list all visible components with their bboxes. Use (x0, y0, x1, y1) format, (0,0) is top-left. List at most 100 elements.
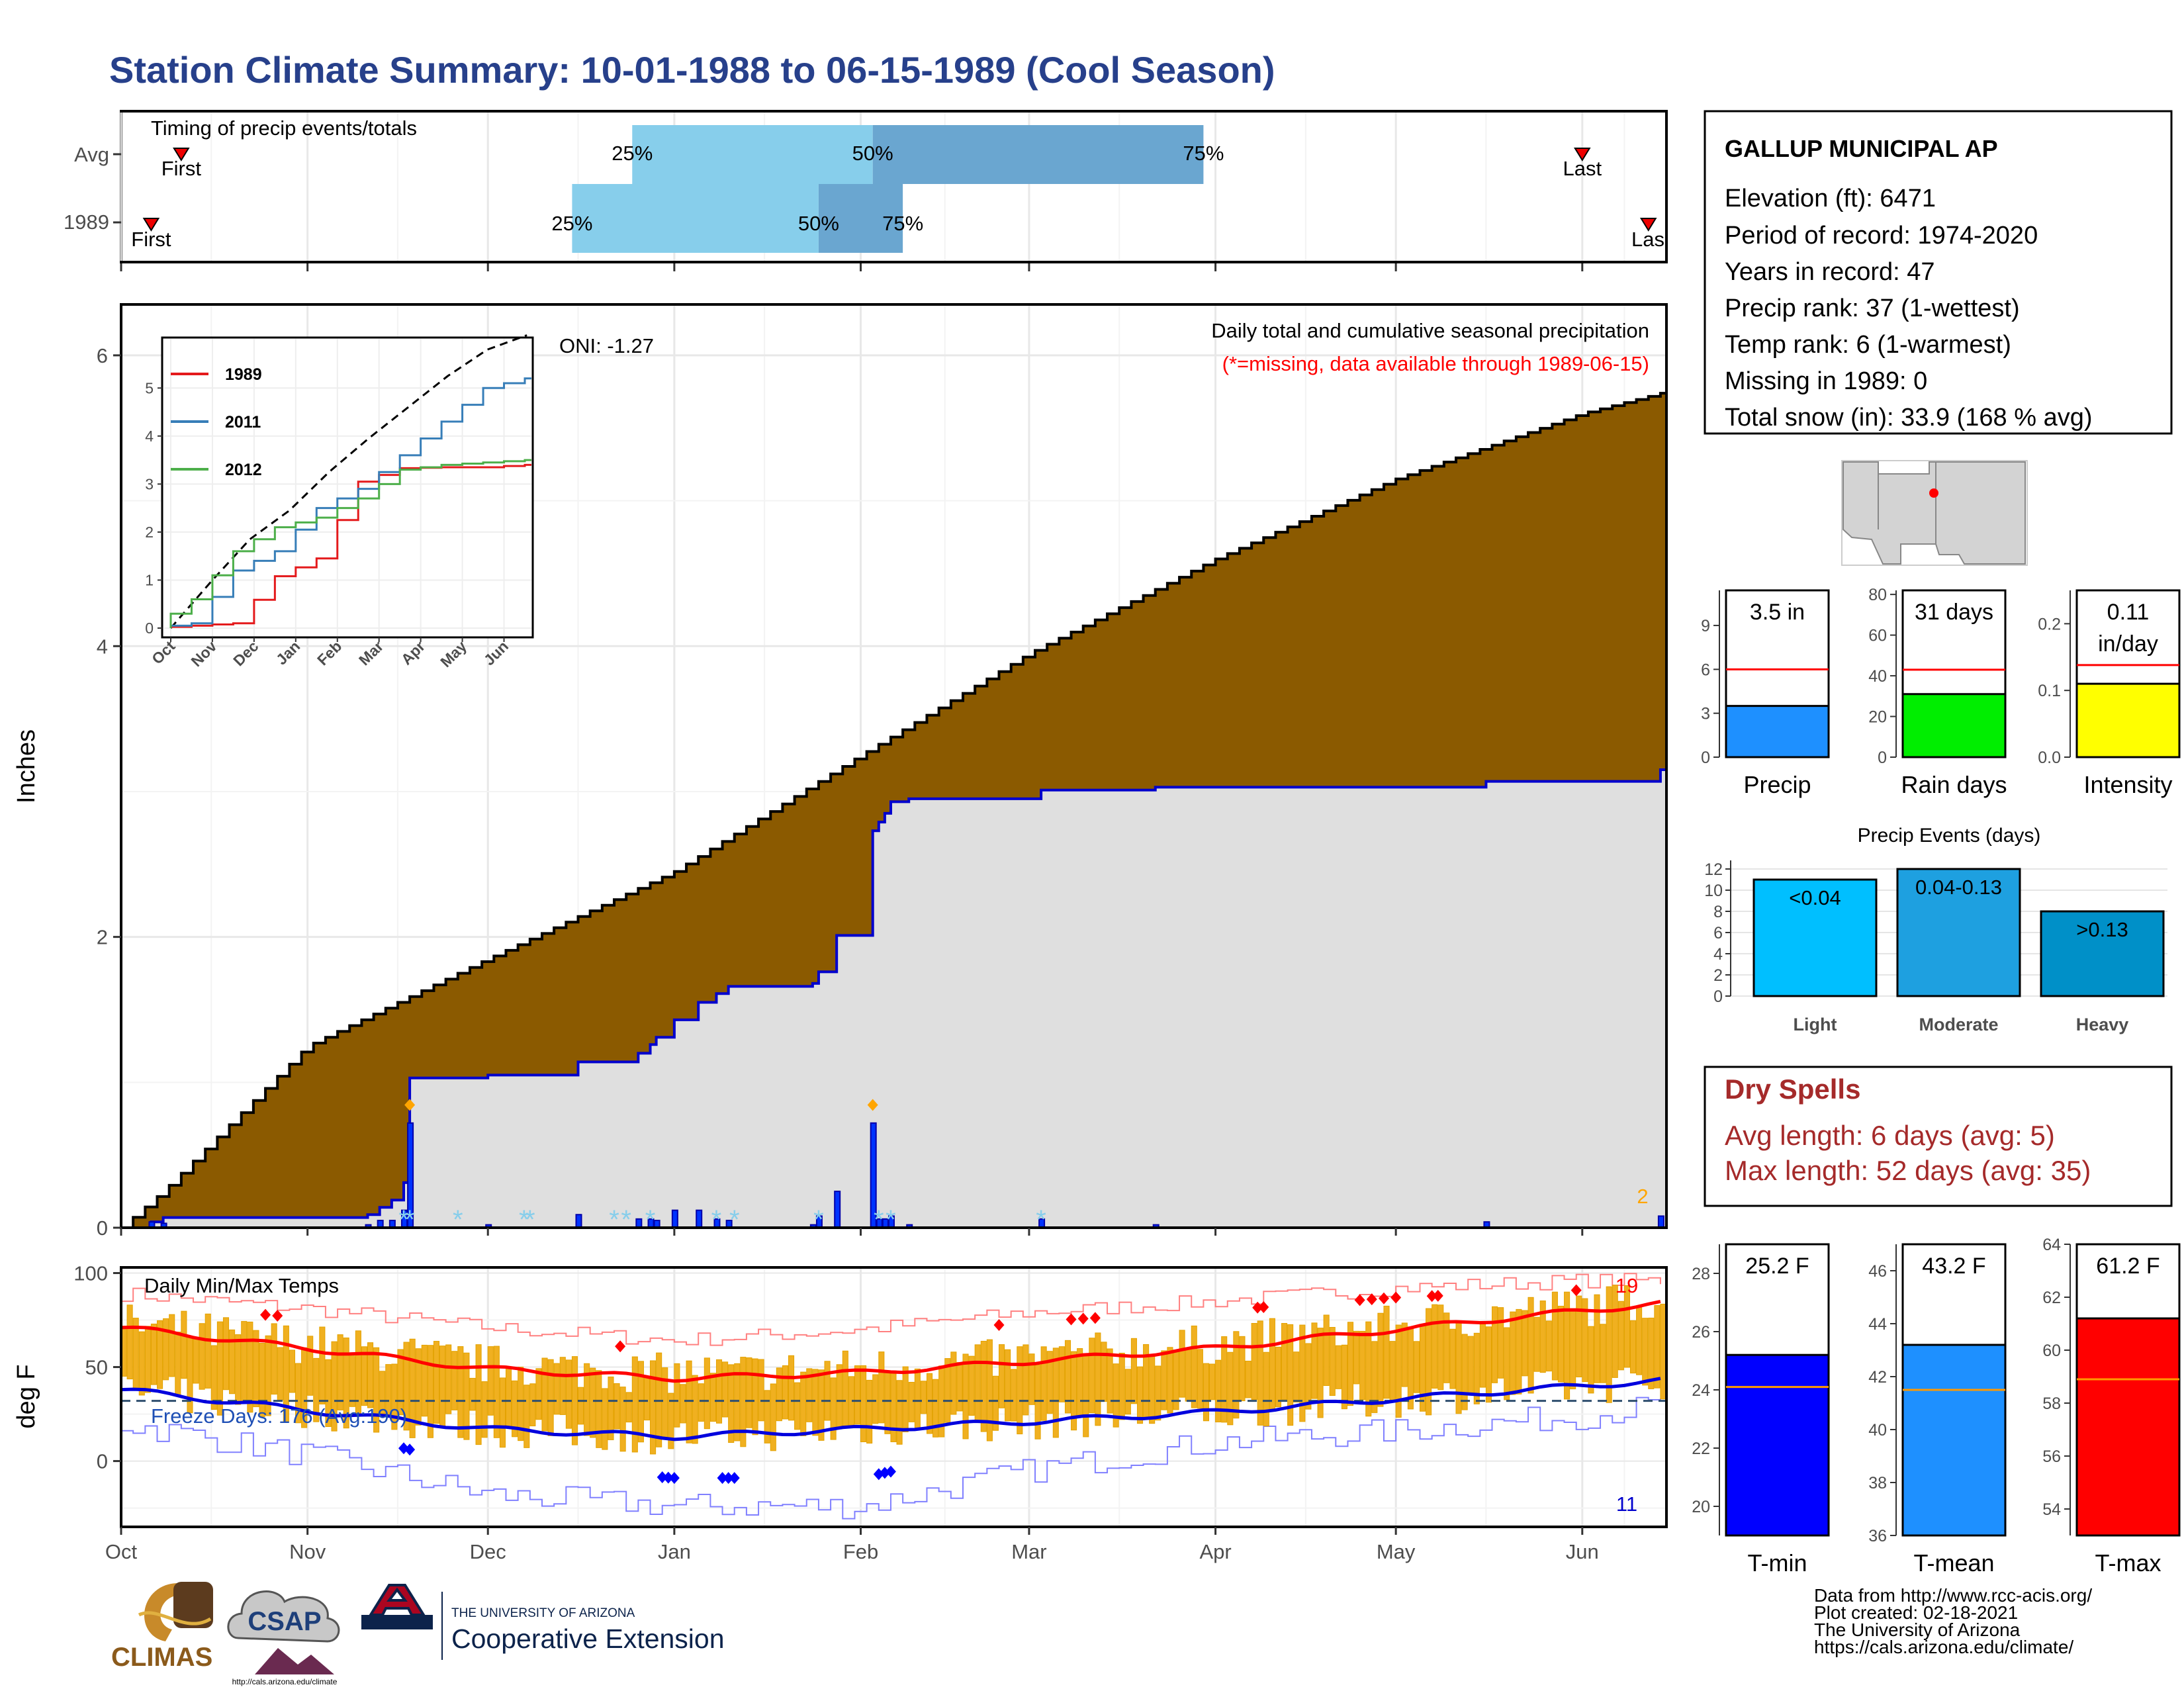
daily-temp-bar (361, 1346, 368, 1406)
daily-temp-bar (175, 1332, 181, 1396)
inset-y-tick-label: 0 (145, 619, 154, 637)
daily-temp-bar (493, 1346, 500, 1438)
daily-temp-bar (433, 1341, 440, 1424)
station-line-missing: Missing in 1989: 0 (1725, 367, 1927, 395)
daily-temp-bar (933, 1379, 939, 1438)
daily-temp-bar (199, 1323, 205, 1390)
daily-temp-bar (1095, 1332, 1101, 1426)
daily-temp-bar (1564, 1291, 1570, 1400)
mini-y-tick-label: 44 (1868, 1315, 1887, 1334)
mini-chart-temp-1: 36 38 40 42 44 46 43.2 F T-mean (1868, 1243, 2007, 1577)
events-x-label: Moderate (1919, 1015, 1998, 1034)
events-bar-label: >0.13 (2076, 918, 2128, 941)
daily-temp-bar (866, 1379, 873, 1444)
mini-y-tick-label: 54 (2042, 1500, 2061, 1519)
daily-temp-bar (421, 1344, 428, 1417)
record-high-marker (1570, 1284, 1582, 1297)
record-high-marker (1426, 1290, 1437, 1303)
record-high-marker (260, 1308, 271, 1321)
record-high-marker (1432, 1289, 1443, 1302)
mini-y-tick-label: 60 (2042, 1342, 2061, 1360)
record-low-marker (657, 1471, 668, 1484)
temp-y-label: deg F (13, 1364, 40, 1428)
daily-temp-bar (1533, 1316, 1540, 1372)
daily-temp-bar (728, 1364, 735, 1443)
record-low-line (121, 1396, 1661, 1520)
record-high-marker (993, 1318, 1005, 1331)
daily-temp-bar (860, 1365, 867, 1443)
ua-logo: THE UNIVERSITY OF ARIZONA Cooperative Ex… (361, 1584, 725, 1660)
daily-temp-bar (1197, 1349, 1203, 1409)
mini-chart-temp-2: 54 56 58 60 62 64 61.2 F T-max (2042, 1236, 2181, 1577)
daily-temp-bar (349, 1355, 355, 1407)
daily-temp-bar (1401, 1322, 1408, 1387)
daily-temp-bar (1539, 1301, 1546, 1373)
daily-temp-bar (1654, 1304, 1661, 1389)
daily-temp-bar (1155, 1365, 1161, 1421)
mini-label: T-max (2095, 1549, 2161, 1577)
daily-temp-bar (944, 1358, 951, 1423)
mini-y-tick-label: 28 (1692, 1265, 1710, 1283)
daily-temp-bar (1005, 1349, 1011, 1422)
daily-temp-bar (247, 1321, 253, 1413)
daily-temp-bar (343, 1337, 349, 1429)
mini-value-bar (1725, 705, 1830, 758)
precip-y-axis: 0 2 4 6 (97, 263, 1584, 1240)
daily-temp-bar (1263, 1351, 1269, 1427)
daily-temp-bar (962, 1353, 969, 1440)
timing-1989-p25-label: 25% (551, 212, 592, 235)
daily-temp-bar (1167, 1347, 1173, 1414)
daily-temp-bar (1130, 1338, 1137, 1404)
mini-y-tick-label: 0 (1701, 749, 1710, 767)
daily-temp-bar (698, 1383, 704, 1422)
daily-temp-bar (1636, 1306, 1643, 1375)
daily-temp-bar (1071, 1351, 1077, 1431)
mini-chart-temp-0: 20 22 24 26 28 25.2 F T-min (1692, 1243, 1830, 1577)
daily-temp-bar (367, 1342, 374, 1408)
mini-value-label: 3.5 in (1750, 600, 1805, 625)
daily-temp-bar (722, 1361, 729, 1418)
record-low-marker (717, 1472, 728, 1485)
daily-temp-bar (289, 1349, 295, 1393)
record-low-marker (662, 1471, 674, 1484)
daily-temp-bar (126, 1304, 133, 1380)
daily-temp-bar (1149, 1355, 1156, 1424)
timing-avg-q1-bar (632, 125, 873, 184)
daily-temp-bar (1395, 1324, 1402, 1418)
daily-temp-bar (144, 1326, 151, 1393)
daily-temp-bar (1299, 1324, 1306, 1422)
precip-events-chart: Precip Events (days) 0 2 4 6 8 10 12 <0.04 Light… (1704, 825, 2167, 1034)
record-high-marker (1378, 1292, 1389, 1304)
events-y-tick-label: 4 (1713, 945, 1723, 964)
daily-temp-bar (1185, 1347, 1191, 1402)
daily-temp-bar (222, 1317, 230, 1391)
mini-label: T-mean (1913, 1549, 1994, 1577)
daily-temp-bar (565, 1359, 572, 1429)
mini-value-bar (2075, 1317, 2181, 1537)
daily-temp-bar (764, 1390, 770, 1443)
snow-marker: * (453, 1205, 463, 1234)
daily-temp-bar (1179, 1330, 1185, 1398)
month-tick-label: Jan (658, 1540, 691, 1563)
daily-temp-bar (1203, 1363, 1209, 1422)
events-bars: 0 2 4 6 8 10 12 <0.04 Light 0.04-0.13 Moderate >0.1… (1704, 860, 2167, 1034)
daily-temp-bar (205, 1313, 211, 1389)
station-line-years: Years in record: 47 (1725, 258, 1935, 286)
legend-1989-label: 1989 (225, 365, 262, 384)
precip-y-tick-label: 6 (97, 344, 108, 367)
temp-y-tick-label: 50 (85, 1356, 108, 1379)
timing-bars (113, 125, 1657, 253)
temp-y-tick-label: 100 (73, 1262, 108, 1285)
daily-temp-bar (1623, 1285, 1630, 1368)
daily-temp-bar (512, 1380, 518, 1438)
mini-label: Rain days (1901, 771, 2007, 798)
record-high-line (121, 1273, 1661, 1346)
daily-temp-bar (1335, 1345, 1342, 1389)
timing-title: Timing of precip events/totals (151, 116, 417, 140)
credit-plot-created: Plot created: 02-18-2021 (1814, 1602, 2018, 1623)
dry-spells-avg: Avg length: 6 days (avg: 5) (1725, 1120, 2055, 1151)
daily-temp-bar (1281, 1323, 1288, 1400)
daily-temp-bar (980, 1340, 987, 1432)
climas-swirl (144, 1583, 180, 1641)
